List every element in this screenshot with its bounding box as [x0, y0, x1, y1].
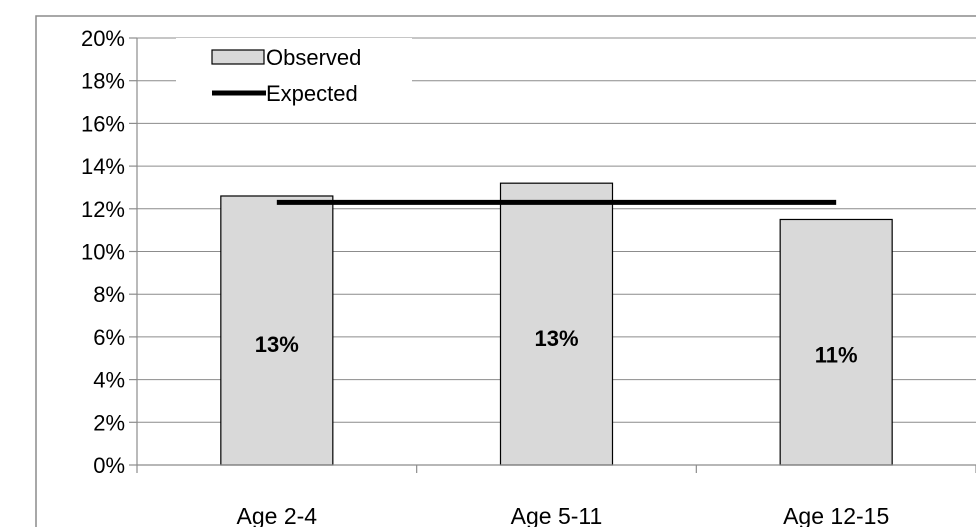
legend-label-observed: Observed	[266, 45, 361, 70]
y-tick-label: 14%	[81, 154, 125, 179]
data-labels: 13% 13% 11%	[255, 326, 858, 367]
bar-data-label: 13%	[534, 326, 578, 351]
axes	[129, 37, 976, 473]
y-tick-labels: 0% 2% 4% 6% 8% 10% 12% 14% 16% 18% 20%	[81, 26, 125, 478]
y-tick-label: 6%	[93, 325, 125, 350]
x-category-label: Age 5-11	[511, 503, 603, 527]
y-tick-label: 18%	[81, 69, 125, 94]
bar-observed	[779, 218, 893, 466]
y-tick-label: 20%	[81, 26, 125, 51]
y-tick-label: 0%	[93, 453, 125, 478]
bar-data-label: 13%	[255, 332, 299, 357]
y-tick-label: 10%	[81, 240, 125, 265]
y-tick-label: 16%	[81, 111, 125, 136]
bar-data-label: 11%	[815, 343, 858, 368]
legend-swatch-observed	[211, 49, 265, 65]
y-tick-label: 8%	[93, 282, 125, 307]
x-category-label: Age 12-15	[783, 503, 889, 527]
bars	[220, 182, 893, 466]
y-tick-label: 12%	[81, 197, 125, 222]
legend: Observed Expected	[176, 38, 412, 118]
y-tick-label: 2%	[93, 410, 125, 435]
bar-observed	[220, 195, 334, 466]
x-category-label: Age 2-4	[237, 503, 318, 527]
legend-label-expected: Expected	[266, 81, 358, 106]
x-category-labels: Age 2-4 Age 5-11 Age 12-15	[237, 503, 890, 527]
bar-observed	[499, 182, 614, 466]
y-tick-label: 4%	[93, 368, 125, 393]
